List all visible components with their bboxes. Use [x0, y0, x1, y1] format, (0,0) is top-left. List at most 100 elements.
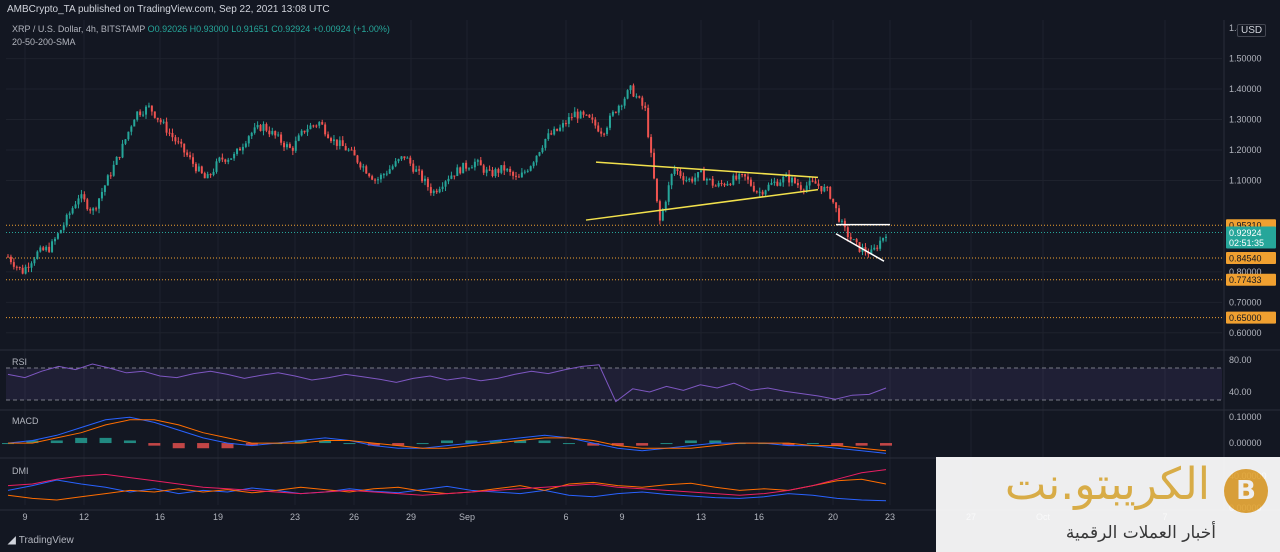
last-price-tag [1226, 226, 1276, 249]
candle-body [259, 124, 262, 131]
candle-body [30, 263, 33, 268]
candle-body [136, 111, 139, 120]
macd-pane-label[interactable]: MACD [12, 416, 39, 426]
candle-body [106, 175, 109, 186]
candle-body [238, 148, 241, 151]
macd-histogram-bar [831, 443, 844, 446]
candle-body [338, 140, 341, 146]
candle-body [506, 168, 509, 171]
candle-body [297, 135, 300, 141]
candle-body [271, 131, 274, 135]
candle-body [42, 247, 45, 251]
y-tick-label: 1.10000 [1229, 175, 1262, 185]
publisher-header: AMBCrypto_TA published on TradingView.co… [7, 4, 330, 15]
candle-body [770, 182, 773, 185]
candle-body [679, 171, 682, 177]
level-price-tag [1226, 273, 1276, 286]
x-tick-label: 23 [290, 512, 300, 522]
macd-histogram-bar [538, 440, 551, 444]
candle-body [341, 140, 344, 147]
indicator-sma-label[interactable]: 20-50-200-SMA [12, 37, 76, 47]
candle-body [735, 175, 738, 180]
macd-histogram-bar [123, 440, 136, 444]
candle-body [870, 249, 873, 255]
candle-body [221, 157, 224, 160]
rsi-line [7, 363, 887, 403]
level-price-label: 0.84540 [1229, 254, 1262, 264]
candle-body [782, 176, 785, 183]
rsi-pane-label[interactable]: RSI [12, 357, 28, 367]
candle-body [421, 170, 424, 182]
candle-body [162, 121, 165, 123]
candle-body [632, 85, 635, 97]
candle-body [288, 144, 291, 148]
candle-body [732, 175, 735, 185]
candle-body [491, 170, 494, 177]
x-tick-label: 9 [619, 512, 624, 522]
triangle-lower-trendline [585, 188, 819, 221]
candle-body [576, 111, 579, 119]
candle-body [100, 191, 103, 199]
candle-body [153, 111, 156, 118]
macd-histogram-bar [855, 443, 868, 446]
macd-histogram-bar [562, 443, 575, 445]
candle-body [268, 130, 271, 135]
candle-body [303, 130, 306, 133]
candle-body [588, 114, 591, 118]
level-price-label: 0.65000 [1229, 313, 1262, 323]
candle-body [124, 139, 127, 144]
macd-histogram-bar [148, 443, 161, 446]
candle-body [453, 175, 456, 177]
candle-body [9, 256, 12, 263]
candle-body [788, 174, 791, 183]
candle-body [145, 106, 148, 115]
macd-histogram-bar [392, 443, 405, 446]
candle-body [523, 171, 526, 173]
candle-body [764, 190, 767, 195]
ohlc-high: H0.93000 [189, 24, 229, 34]
candle-body [359, 162, 362, 168]
candle-body [623, 98, 626, 106]
candle-body [729, 183, 732, 185]
macd-histogram-bar [489, 440, 502, 444]
dmi-pane-label[interactable]: DMI [12, 466, 29, 476]
candle-body [749, 179, 752, 186]
macd-histogram-bar [441, 440, 453, 444]
candle-body [459, 167, 462, 174]
macd-histogram-bar [172, 443, 185, 449]
candle-body [215, 161, 218, 172]
candle-body [559, 127, 562, 131]
candle-body [98, 198, 101, 209]
rsi-y-tick: 80.00 [1229, 355, 1252, 365]
candle-body [626, 90, 629, 99]
candle-body [608, 115, 611, 128]
candle-body [400, 156, 403, 160]
candle-body [793, 177, 796, 184]
currency-button[interactable]: USD [1237, 24, 1267, 37]
candle-body [488, 169, 491, 171]
candle-body [321, 122, 324, 125]
candle-body [218, 157, 221, 162]
candle-body [597, 125, 600, 132]
macd-histogram-bar [660, 443, 673, 445]
candle-body [51, 241, 54, 252]
candle-body [758, 191, 761, 193]
candle-body [761, 191, 764, 195]
candle-body [864, 247, 867, 253]
level-price-tag [1226, 252, 1276, 265]
candle-body [277, 134, 280, 136]
candle-body [846, 227, 849, 238]
candle-body [180, 141, 183, 144]
candle-body [591, 117, 594, 120]
candle-body [473, 161, 476, 168]
candle-body [18, 266, 21, 268]
candle-body [500, 165, 503, 173]
candle-body [835, 202, 838, 209]
macd-signal-line [8, 419, 887, 452]
candle-body [283, 142, 286, 148]
candle-body [579, 111, 582, 119]
candle-body [791, 177, 794, 183]
candle-body [53, 238, 56, 242]
last-price-label: 0.92924 [1229, 228, 1262, 238]
watermark-title: الكريبتو.نت [1004, 459, 1210, 510]
